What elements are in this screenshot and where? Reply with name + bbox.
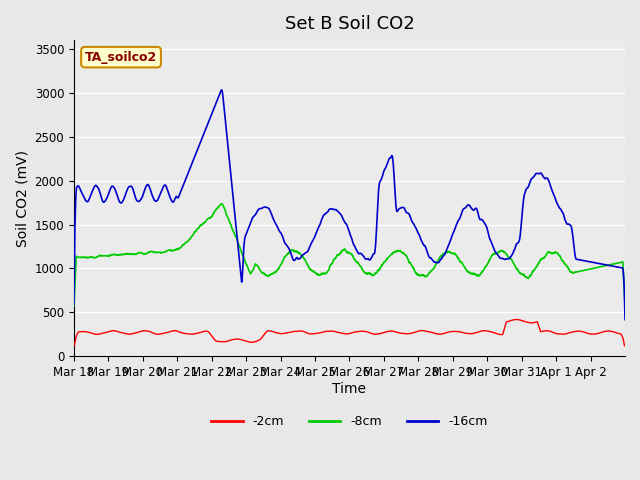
Title: Set B Soil CO2: Set B Soil CO2 — [285, 15, 414, 33]
Legend: -2cm, -8cm, -16cm: -2cm, -8cm, -16cm — [206, 410, 493, 433]
Text: TA_soilco2: TA_soilco2 — [85, 51, 157, 64]
X-axis label: Time: Time — [332, 382, 367, 396]
Y-axis label: Soil CO2 (mV): Soil CO2 (mV) — [15, 150, 29, 247]
